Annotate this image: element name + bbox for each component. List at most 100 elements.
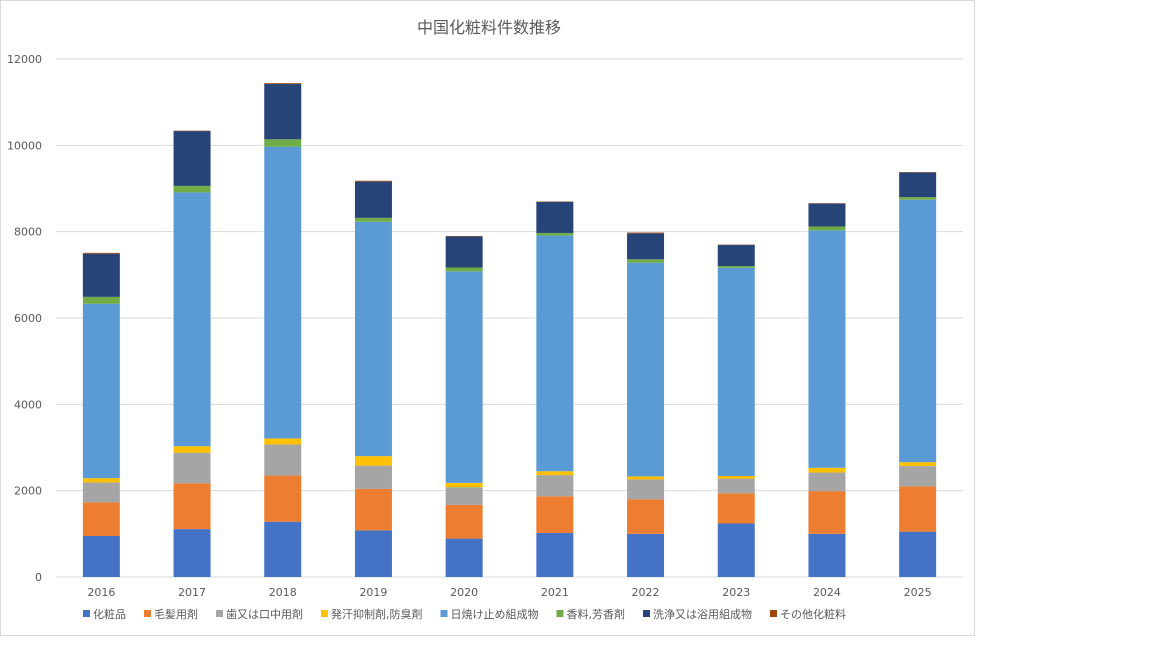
bar-segment xyxy=(264,83,302,85)
bar-segment xyxy=(717,475,755,479)
bar-segment xyxy=(808,472,846,492)
bar-segment xyxy=(808,467,846,473)
bar-segment xyxy=(899,462,937,467)
bar-segment xyxy=(445,236,483,268)
x-tick-label: 2019 xyxy=(359,586,387,599)
legend-item: 洗浄又は浴用組成物 xyxy=(643,607,752,621)
bar-segment xyxy=(536,235,574,472)
legend-label: 化粧品 xyxy=(93,607,126,621)
x-tick-label: 2022 xyxy=(632,586,660,599)
bar-segment xyxy=(354,456,392,466)
legend-label: 香料,芳香剤 xyxy=(567,607,626,621)
x-tick-label: 2023 xyxy=(722,586,750,599)
legend-swatch xyxy=(556,610,564,617)
y-tick-label: 0 xyxy=(35,571,42,584)
x-tick-label: 2024 xyxy=(813,586,841,599)
bar-segment xyxy=(354,180,392,182)
y-tick-label: 4000 xyxy=(14,398,42,411)
bar-segment xyxy=(82,296,120,304)
bar-segment xyxy=(173,483,211,530)
bar-segment xyxy=(173,446,211,453)
bar-segment xyxy=(445,538,483,577)
bar-segment xyxy=(627,476,665,480)
bar-segment xyxy=(264,146,302,439)
legend-label: 日焼け止め組成物 xyxy=(451,607,539,621)
bar-segment xyxy=(82,535,120,577)
x-tick-label: 2018 xyxy=(269,586,297,599)
y-tick-label: 8000 xyxy=(14,226,42,239)
legend-item: 日焼け止め組成物 xyxy=(440,607,539,621)
bar-segment xyxy=(627,233,665,260)
bar-segment xyxy=(264,438,302,445)
bar-segment xyxy=(536,471,574,476)
bar-segment xyxy=(899,172,937,198)
y-tick-label: 6000 xyxy=(14,312,42,325)
bar-segment xyxy=(627,232,665,234)
bar-segment xyxy=(808,226,846,231)
bar-segment xyxy=(717,266,755,268)
x-tick-label: 2025 xyxy=(904,586,932,599)
bar-segment xyxy=(173,529,211,577)
legend-swatch xyxy=(643,610,650,617)
legend-label: 洗浄又は浴用組成物 xyxy=(653,607,752,621)
bar-segment xyxy=(808,203,846,227)
bar-segment xyxy=(173,185,211,193)
bar-segment xyxy=(82,303,120,479)
bar-segment xyxy=(717,245,755,267)
bar-segment xyxy=(627,533,665,577)
bar-segment xyxy=(717,478,755,494)
y-tick-label: 12000 xyxy=(7,53,42,66)
bar-layer xyxy=(82,83,937,577)
bar-segment xyxy=(899,531,937,577)
bar-segment xyxy=(173,192,211,447)
legend-swatch xyxy=(321,610,328,617)
bar-segment xyxy=(264,475,302,522)
bar-segment xyxy=(354,465,392,489)
bar-segment xyxy=(264,84,302,140)
bar-segment xyxy=(445,487,483,505)
bar-segment xyxy=(627,479,665,500)
bar-segment xyxy=(445,271,483,483)
bar-segment xyxy=(536,232,574,236)
bar-segment xyxy=(354,488,392,531)
legend-label: 歯又は口中用剤 xyxy=(226,607,303,621)
bar-segment xyxy=(82,252,120,254)
legend-item: その他化粧料 xyxy=(770,607,846,621)
legend-item: 香料,芳香剤 xyxy=(556,607,626,621)
bar-segment xyxy=(536,201,574,233)
chart-frame: 中国化粧料件数推移 0 2000 4000 6000 8000 10000 12000 20… xyxy=(0,0,975,636)
x-axis-tick-labels: 2016 2017 2018 2019 2020 2021 2022 2023 2024 2025 xyxy=(87,586,931,599)
bar-segment xyxy=(808,230,846,468)
bar-segment xyxy=(445,267,483,272)
bar-segment xyxy=(354,530,392,577)
bar-segment xyxy=(82,478,120,483)
y-tick-label: 10000 xyxy=(7,139,42,152)
bar-segment xyxy=(717,523,755,577)
legend-item: 化粧品 xyxy=(83,607,126,621)
y-axis-tick-labels: 0 2000 4000 6000 8000 10000 12000 xyxy=(7,53,42,584)
x-tick-label: 2020 xyxy=(450,586,478,599)
bar-segment xyxy=(627,262,665,477)
bar-segment xyxy=(717,267,755,476)
legend-item: 歯又は口中用剤 xyxy=(216,607,303,621)
bar-segment xyxy=(264,139,302,147)
y-tick-label: 2000 xyxy=(14,485,42,498)
bar-segment xyxy=(627,499,665,534)
bar-segment xyxy=(173,452,211,484)
legend: 化粧品 毛髪用剤 歯又は口中用剤 発汗抑制剤,防臭剤 日焼け止め組成物 香料,芳香剤 洗浄又… xyxy=(83,607,846,621)
bar-segment xyxy=(808,491,846,534)
bar-segment xyxy=(173,131,211,186)
legend-swatch xyxy=(83,610,90,617)
bar-segment xyxy=(536,496,574,533)
bar-segment xyxy=(808,533,846,577)
bar-segment xyxy=(899,486,937,532)
bar-segment xyxy=(264,521,302,577)
legend-item: 毛髪用剤 xyxy=(144,607,198,621)
legend-label: 発汗抑制剤,防臭剤 xyxy=(331,607,423,621)
bar-segment xyxy=(354,217,392,222)
bar-segment xyxy=(445,482,483,488)
chart-svg: 中国化粧料件数推移 0 2000 4000 6000 8000 10000 12000 20… xyxy=(7,18,963,621)
x-tick-label: 2017 xyxy=(178,586,206,599)
bar-segment xyxy=(627,259,665,263)
bar-segment xyxy=(445,504,483,539)
